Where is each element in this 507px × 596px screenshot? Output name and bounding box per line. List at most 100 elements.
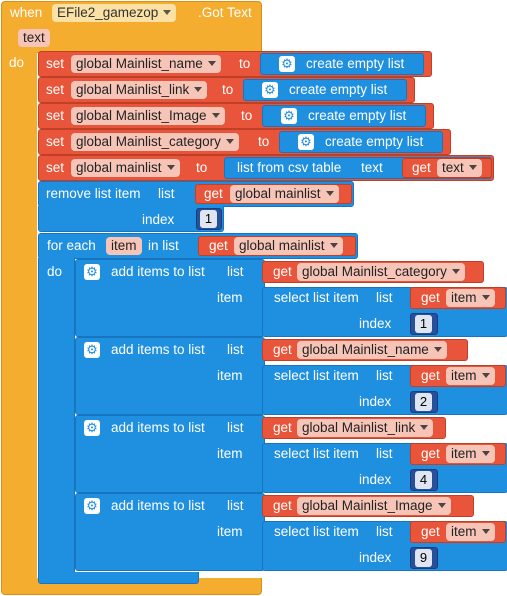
- get-item-dropdown[interactable]: item: [446, 367, 495, 385]
- get-var-dropdown[interactable]: text: [437, 159, 482, 177]
- add-item-label: item: [217, 368, 243, 383]
- var-dropdown[interactable]: global Mainlist_name: [71, 55, 221, 73]
- loop-var-item[interactable]: item: [106, 237, 142, 255]
- select-index-label: index: [359, 394, 392, 409]
- select-index-label: index: [359, 472, 392, 487]
- var-dropdown[interactable]: global mainlist: [71, 159, 180, 177]
- add-target-dropdown[interactable]: global Mainlist_Image: [297, 497, 451, 515]
- remove-list-label: list: [158, 186, 175, 201]
- set-label: set: [46, 160, 65, 175]
- get-label: get: [209, 238, 228, 253]
- get-label: get: [273, 264, 292, 279]
- add-items-block[interactable]: [75, 493, 265, 571]
- add-items-label: add items to list: [111, 420, 205, 435]
- remove-index-label: index: [142, 212, 175, 227]
- select-list-label: list: [376, 446, 393, 461]
- add-list-label: list: [227, 420, 244, 435]
- when-label: when: [10, 5, 43, 20]
- var-dropdown[interactable]: global Mainlist_category: [71, 133, 239, 151]
- add-items-block[interactable]: [75, 415, 265, 493]
- add-list-label: list: [227, 498, 244, 513]
- index-value[interactable]: 2: [415, 393, 432, 411]
- get-item-dropdown[interactable]: item: [446, 445, 495, 463]
- create-empty-list-block[interactable]: [243, 79, 407, 101]
- to-label: to: [258, 134, 270, 149]
- select-list-item-label: select list item: [274, 524, 359, 539]
- remove-list-item-index-row: [38, 206, 224, 232]
- add-target-dropdown[interactable]: global Mainlist_name: [297, 341, 447, 359]
- select-list-label: list: [376, 290, 393, 305]
- param-text[interactable]: text: [18, 29, 50, 47]
- to-label: to: [239, 56, 251, 71]
- get-item-dropdown[interactable]: item: [446, 289, 495, 307]
- gear-icon[interactable]: ⚙: [84, 342, 100, 358]
- var-dropdown[interactable]: global Mainlist_link: [71, 81, 208, 99]
- add-target-dropdown[interactable]: global Mainlist_link: [297, 419, 434, 437]
- create-empty-list-label: create empty list: [306, 56, 405, 71]
- in-list-label: in list: [148, 238, 179, 253]
- get-label: get: [273, 420, 292, 435]
- create-empty-list-label: create empty list: [289, 82, 388, 97]
- csv-arg-label: text: [361, 160, 383, 175]
- get-item-dropdown[interactable]: item: [446, 523, 495, 541]
- gear-icon[interactable]: ⚙: [84, 264, 100, 280]
- create-empty-list-block[interactable]: [262, 105, 426, 127]
- remove-index-value[interactable]: 1: [200, 210, 217, 228]
- select-list-item-label: select list item: [274, 290, 359, 305]
- get-label: get: [421, 524, 440, 539]
- get-label: get: [421, 368, 440, 383]
- event-block-body: [1, 52, 37, 586]
- get-label: get: [412, 160, 431, 175]
- add-items-label: add items to list: [111, 498, 205, 513]
- get-label: get: [204, 186, 223, 201]
- add-item-label: item: [217, 446, 243, 461]
- remove-get-var-dropdown[interactable]: global mainlist: [230, 185, 339, 203]
- create-empty-list-label: create empty list: [308, 108, 407, 123]
- to-label: to: [222, 82, 234, 97]
- gear-icon[interactable]: ⚙: [279, 56, 295, 72]
- set-label: set: [46, 82, 65, 97]
- create-empty-list-block[interactable]: [279, 131, 443, 153]
- add-items-label: add items to list: [111, 264, 205, 279]
- var-dropdown[interactable]: global Mainlist_Image: [71, 107, 225, 125]
- select-list-label: list: [376, 368, 393, 383]
- add-list-label: list: [227, 264, 244, 279]
- gear-icon[interactable]: ⚙: [262, 82, 278, 98]
- for-each-label: for each: [47, 238, 96, 253]
- select-list-label: list: [376, 524, 393, 539]
- remove-label: remove list item: [46, 186, 141, 201]
- index-value[interactable]: 9: [415, 549, 432, 567]
- csv-func-label: list from csv table: [237, 160, 342, 175]
- select-list-item-label: select list item: [274, 446, 359, 461]
- to-label: to: [196, 160, 208, 175]
- add-items-block[interactable]: [75, 259, 265, 337]
- gear-icon[interactable]: ⚙: [281, 108, 297, 124]
- add-items-label: add items to list: [111, 342, 205, 357]
- get-label: get: [273, 498, 292, 513]
- add-target-dropdown[interactable]: global Mainlist_category: [297, 263, 465, 281]
- set-label: set: [46, 134, 65, 149]
- add-item-label: item: [217, 290, 243, 305]
- set-label: set: [46, 56, 65, 71]
- get-label: get: [421, 290, 440, 305]
- get-label: get: [421, 446, 440, 461]
- create-empty-list-block[interactable]: [260, 53, 424, 75]
- gear-icon[interactable]: ⚙: [84, 498, 100, 514]
- create-empty-list-label: create empty list: [325, 134, 424, 149]
- add-items-block[interactable]: [75, 337, 265, 415]
- add-item-label: item: [217, 524, 243, 539]
- for-each-get-var-dropdown[interactable]: global mainlist: [234, 237, 343, 255]
- select-index-label: index: [359, 316, 392, 331]
- gear-icon[interactable]: ⚙: [84, 420, 100, 436]
- set-label: set: [46, 108, 65, 123]
- index-value[interactable]: 4: [415, 471, 432, 489]
- component-dropdown[interactable]: EFile2_gamezop: [52, 4, 177, 22]
- gear-icon[interactable]: ⚙: [298, 134, 314, 150]
- select-list-item-label: select list item: [274, 368, 359, 383]
- get-label: get: [273, 342, 292, 357]
- index-value[interactable]: 1: [415, 315, 432, 333]
- to-label: to: [241, 108, 253, 123]
- for-each-body: [38, 258, 75, 573]
- select-index-label: index: [359, 550, 392, 565]
- for-each-footer: [38, 572, 199, 584]
